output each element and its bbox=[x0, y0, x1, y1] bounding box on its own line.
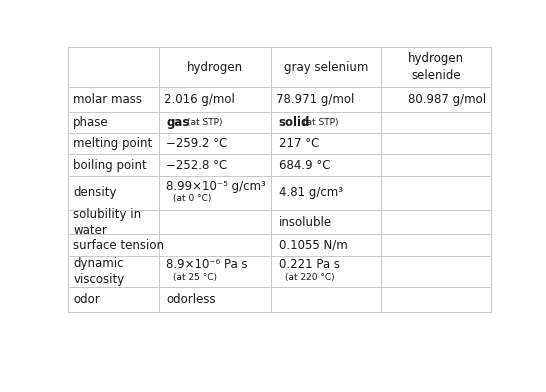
Text: 217 °C: 217 °C bbox=[278, 137, 319, 150]
Text: dynamic
viscosity: dynamic viscosity bbox=[73, 257, 124, 286]
Text: gray selenium: gray selenium bbox=[284, 61, 369, 74]
Text: melting point: melting point bbox=[73, 137, 152, 150]
Text: odor: odor bbox=[73, 293, 100, 306]
Text: 0.1055 N/m: 0.1055 N/m bbox=[278, 239, 347, 252]
Text: 80.987 g/mol: 80.987 g/mol bbox=[408, 93, 486, 106]
Text: hydrogen
selenide: hydrogen selenide bbox=[408, 52, 465, 82]
Text: insoluble: insoluble bbox=[278, 216, 331, 229]
Text: hydrogen: hydrogen bbox=[187, 61, 244, 74]
Text: 2.016 g/mol: 2.016 g/mol bbox=[164, 93, 235, 106]
Text: 4.81 g/cm³: 4.81 g/cm³ bbox=[278, 186, 342, 199]
Text: solubility in
water: solubility in water bbox=[73, 208, 141, 237]
Text: phase: phase bbox=[73, 116, 109, 129]
Text: 684.9 °C: 684.9 °C bbox=[278, 159, 330, 172]
Text: boiling point: boiling point bbox=[73, 159, 147, 172]
Text: surface tension: surface tension bbox=[73, 239, 164, 252]
Text: density: density bbox=[73, 186, 117, 199]
Text: (at 25 °C): (at 25 °C) bbox=[173, 273, 217, 281]
Text: 0.221 Pa s: 0.221 Pa s bbox=[278, 258, 340, 271]
Text: −259.2 °C: −259.2 °C bbox=[167, 137, 228, 150]
Text: odorless: odorless bbox=[167, 293, 216, 306]
Text: (at 0 °C): (at 0 °C) bbox=[173, 194, 211, 203]
Text: −252.8 °C: −252.8 °C bbox=[167, 159, 228, 172]
Text: 8.9×10⁻⁶ Pa s: 8.9×10⁻⁶ Pa s bbox=[167, 258, 248, 271]
Text: molar mass: molar mass bbox=[73, 93, 143, 106]
Text: solid: solid bbox=[278, 116, 310, 129]
Text: 78.971 g/mol: 78.971 g/mol bbox=[276, 93, 355, 106]
Text: 8.99×10⁻⁵ g/cm³: 8.99×10⁻⁵ g/cm³ bbox=[167, 180, 266, 192]
Text: (at 220 °C): (at 220 °C) bbox=[285, 273, 335, 281]
Text: (at STP): (at STP) bbox=[303, 118, 339, 127]
Text: (at STP): (at STP) bbox=[187, 118, 222, 127]
Text: gas: gas bbox=[167, 116, 190, 129]
